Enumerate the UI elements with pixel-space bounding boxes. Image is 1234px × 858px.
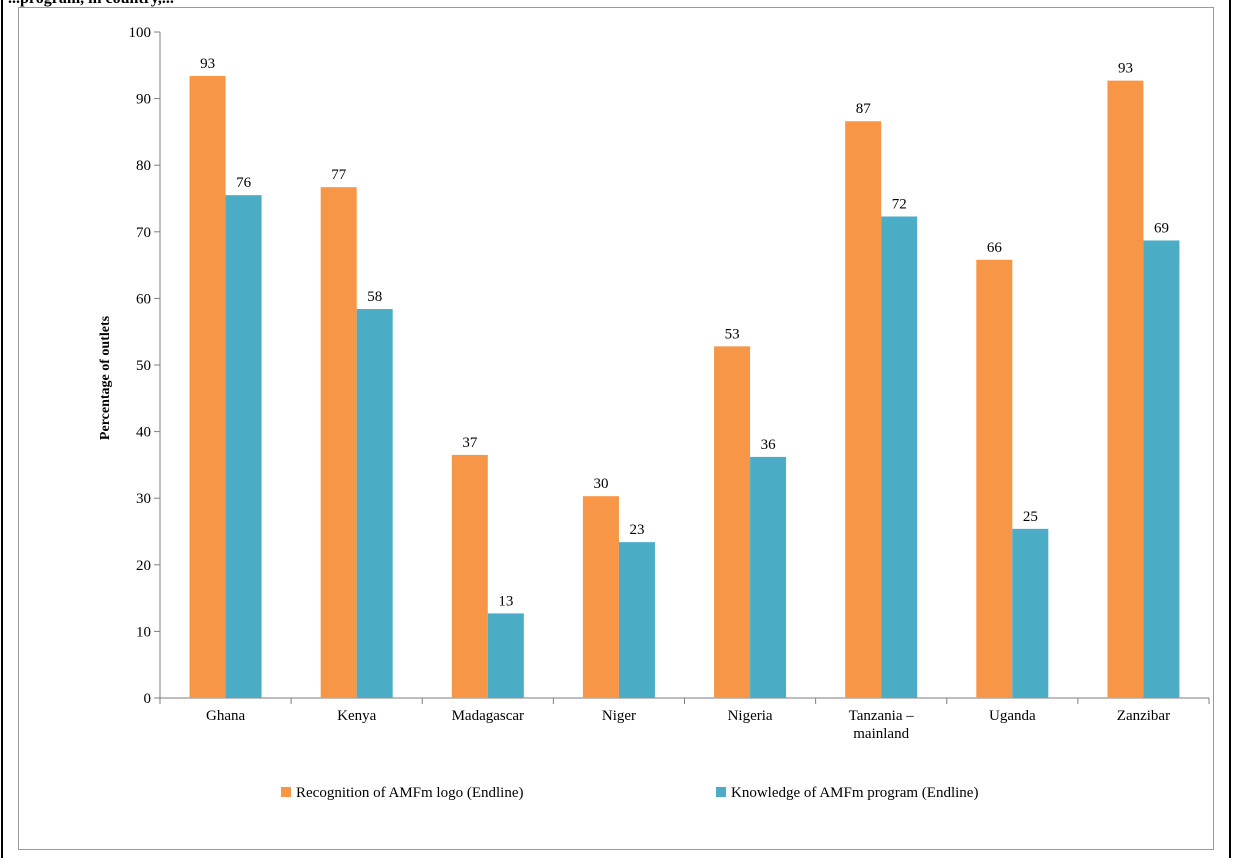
page-caption: ...program, in country,... [8,0,174,8]
data-label: 72 [892,196,907,212]
data-label: 87 [856,101,872,117]
x-tick-label: Zanzibar [1117,708,1170,724]
legend-label: Recognition of AMFm logo (Endline) [296,785,523,801]
legend-swatch [716,787,726,797]
bar-program-knowledge [750,456,787,698]
bar-program-knowledge [881,216,918,698]
data-label: 69 [1154,220,1169,236]
bar-program-knowledge [487,613,524,698]
bar-logo-recognition [320,187,357,699]
x-tick-label: Nigeria [728,708,773,724]
data-label: 23 [629,522,644,538]
x-tick-label: Uganda [989,708,1036,724]
data-label: 93 [1118,61,1133,77]
chart-frame: Percentage of outlets 0 10 20 30 40 50 60 70 80 9… [18,7,1214,850]
data-label: 93 [200,56,215,72]
y-tick-label: 20 [136,558,151,574]
y-tick-label: 40 [136,425,151,441]
y-tick-label: 0 [144,691,152,707]
data-label: 37 [462,435,478,451]
x-tick-label: Tanzania – mainland [849,708,915,742]
y-tick-label: 90 [136,92,151,108]
bar-program-knowledge [1012,528,1049,698]
legend-swatch [281,787,291,797]
data-label: 58 [367,289,382,305]
bar-program-knowledge [1143,240,1180,698]
bar-logo-recognition [189,75,226,699]
bar-program-knowledge [356,309,393,698]
y-tick-label: 50 [136,358,151,374]
bar-logo-recognition [451,454,488,698]
data-label: 76 [236,175,252,191]
bar-chart: Percentage of outlets 0 10 20 30 40 50 60 70 80 9… [98,25,1210,801]
data-label: 53 [725,326,740,342]
x-tick-label: Kenya [337,708,376,724]
bar-logo-recognition [1107,80,1144,699]
x-tick-label: Ghana [206,708,245,724]
data-label: 13 [498,593,513,609]
data-label: 25 [1023,509,1038,525]
bar-logo-recognition [845,121,882,698]
bar-program-knowledge [618,542,655,698]
y-tick-label: 30 [136,491,151,507]
y-axis-title: Percentage of outlets [98,315,113,440]
legend-label: Knowledge of AMFm program (Endline) [731,785,978,801]
bar-logo-recognition [976,259,1013,698]
bar-logo-recognition [582,496,619,698]
data-label: 36 [761,437,777,453]
y-tick-label: 100 [129,25,152,41]
y-tick-label: 60 [136,291,151,307]
y-tick-label: 80 [136,158,151,174]
bar-program-knowledge [225,195,262,699]
data-label: 66 [987,240,1003,256]
bar-logo-recognition [714,346,751,698]
data-label: 30 [593,476,608,492]
y-tick-label: 10 [136,624,151,640]
data-label: 77 [331,167,347,183]
x-tick-label: Madagascar [452,708,524,724]
x-tick-label: Niger [602,708,636,724]
y-tick-label: 70 [136,225,151,241]
